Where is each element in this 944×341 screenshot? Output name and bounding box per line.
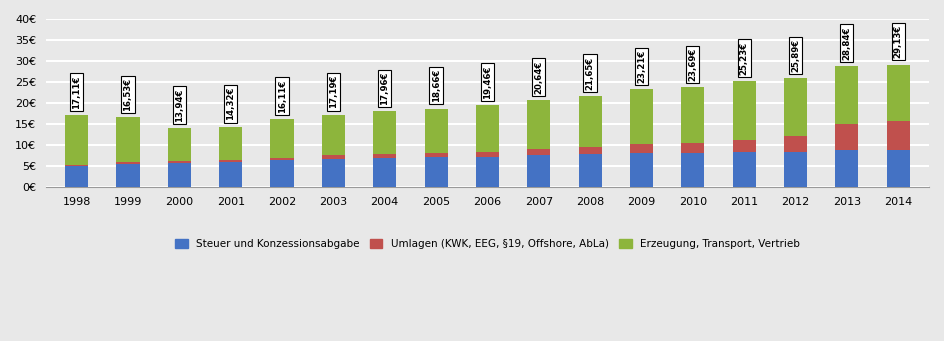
Bar (886, 64, 910, 120)
Bar (65, 166, 88, 187)
Bar (271, 158, 294, 160)
Bar (65, 165, 88, 166)
Text: 25,23€: 25,23€ (740, 41, 749, 75)
Bar (682, 87, 704, 143)
Bar (835, 124, 858, 150)
Text: 23,69€: 23,69€ (688, 48, 698, 81)
Bar (579, 154, 601, 187)
Bar (476, 152, 499, 157)
Legend: Steuer und Konzessionsabgabe, Umlagen (KWK, EEG, §19, Offshore, AbLa), Erzeugung: Steuer und Konzessionsabgabe, Umlagen (K… (172, 236, 803, 252)
Bar (527, 155, 550, 187)
Text: 21,65€: 21,65€ (585, 57, 595, 90)
Bar (116, 164, 140, 187)
Bar (168, 161, 191, 163)
Bar (322, 155, 345, 159)
Text: 17,11€: 17,11€ (72, 75, 81, 109)
Text: 17,19€: 17,19€ (329, 75, 338, 108)
Bar (886, 120, 910, 150)
Bar (65, 115, 88, 165)
Bar (630, 145, 653, 153)
Text: 14,32€: 14,32€ (227, 87, 235, 120)
Bar (733, 81, 756, 140)
Bar (682, 153, 704, 187)
Bar (168, 128, 191, 161)
Bar (527, 149, 550, 155)
Text: 18,66€: 18,66€ (431, 69, 441, 102)
Bar (527, 100, 550, 149)
Bar (579, 96, 601, 147)
Bar (168, 163, 191, 187)
Bar (116, 162, 140, 164)
Bar (425, 108, 447, 153)
Bar (373, 158, 396, 187)
Bar (116, 117, 140, 162)
Bar (682, 143, 704, 153)
Bar (219, 160, 243, 162)
Bar (219, 127, 243, 160)
Text: 20,64€: 20,64€ (534, 61, 543, 94)
Bar (271, 119, 294, 158)
Bar (271, 160, 294, 187)
Bar (476, 157, 499, 187)
Bar (733, 140, 756, 152)
Text: 17,96€: 17,96€ (380, 72, 389, 105)
Bar (373, 112, 396, 154)
Text: 16,53€: 16,53€ (124, 78, 132, 111)
Bar (579, 147, 601, 154)
Bar (733, 152, 756, 187)
Bar (835, 66, 858, 124)
Bar (476, 105, 499, 152)
Text: 28,84€: 28,84€ (842, 26, 851, 60)
Bar (322, 115, 345, 155)
Text: 29,13€: 29,13€ (894, 25, 902, 58)
Text: 19,46€: 19,46€ (483, 65, 492, 99)
Text: 25,89€: 25,89€ (791, 39, 800, 72)
Bar (219, 162, 243, 187)
Bar (886, 150, 910, 187)
Bar (425, 153, 447, 158)
Bar (425, 158, 447, 187)
Bar (322, 159, 345, 187)
Text: 16,11€: 16,11€ (278, 79, 287, 113)
Text: 13,94€: 13,94€ (175, 89, 184, 122)
Bar (630, 89, 653, 145)
Bar (373, 154, 396, 158)
Bar (630, 153, 653, 187)
Bar (835, 150, 858, 187)
Bar (784, 136, 807, 152)
Bar (784, 78, 807, 136)
Text: 23,21€: 23,21€ (637, 50, 646, 83)
Bar (784, 152, 807, 187)
